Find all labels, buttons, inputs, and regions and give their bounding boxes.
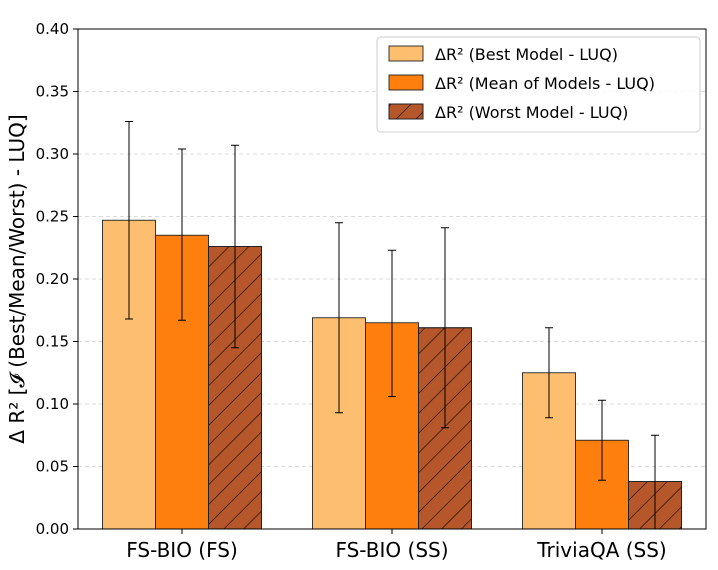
x-tick-label: TriviaQA (SS) (536, 538, 666, 562)
y-tick-label: 0.00 (36, 520, 69, 538)
y-tick-label: 0.15 (36, 333, 69, 351)
y-tick-label: 0.25 (36, 208, 69, 226)
legend-label: ΔR² (Best Model - LUQ) (435, 45, 618, 64)
y-axis-title: Δ R² [𝓘 (Best/Mean/Worst) - LUQ] (5, 114, 29, 443)
error-bars (125, 121, 659, 530)
y-axis: 0.00 0.05 0.10 0.15 0.20 0.25 0.30 0.35 0.40 (36, 20, 78, 538)
x-tick-label: FS-BIO (FS) (126, 538, 238, 562)
x-axis: FS-BIO (FS) FS-BIO (SS) TriviaQA (SS) (126, 529, 667, 562)
x-tick-label: FS-BIO (SS) (335, 538, 448, 562)
y-tick-label: 0.05 (36, 458, 69, 476)
y-tick-label: 0.30 (36, 145, 69, 163)
legend-box (376, 36, 701, 133)
legend-label: ΔR² (Mean of Models - LUQ) (435, 74, 655, 93)
y-tick-label: 0.35 (36, 83, 69, 101)
legend-swatch (388, 45, 424, 62)
legend: ΔR² (Best Model - LUQ) ΔR² (Mean of Model… (376, 36, 701, 133)
y-tick-label: 0.10 (36, 395, 69, 413)
legend-swatch-hatch (388, 103, 424, 120)
legend-label: ΔR² (Worst Model - LUQ) (435, 103, 628, 122)
y-tick-label: 0.40 (36, 20, 69, 38)
legend-swatch (388, 74, 424, 91)
y-tick-label: 0.20 (36, 270, 69, 288)
